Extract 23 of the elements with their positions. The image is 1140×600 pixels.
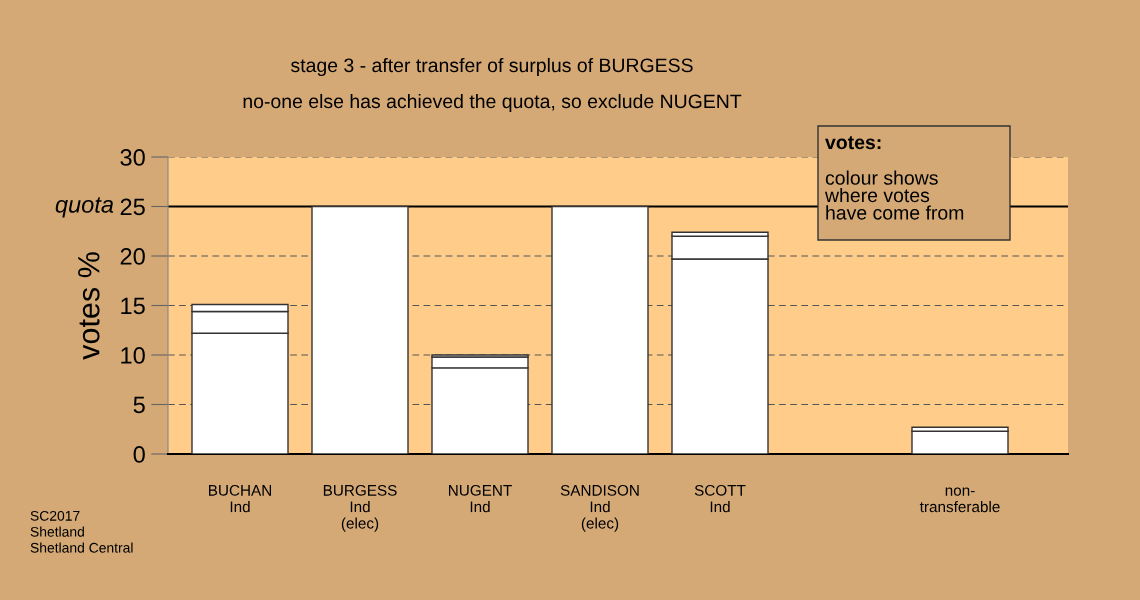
x-tick-label: BUCHAN Ind: [209, 484, 272, 513]
x-tick-label: SANDISON Ind (elec): [560, 484, 639, 532]
annotation: colour shows where votes have come from: [824, 170, 964, 220]
x-tick-label: non- transferable: [919, 487, 1000, 513]
x-tick-label: BURGESS Ind (elec): [323, 484, 397, 532]
bar: [551, 205, 649, 454]
y-axis-title: votes %: [78, 252, 100, 360]
chart-subtitle: no-one else has achieved the quota, so exclude NUGENT: [243, 93, 742, 113]
y-tick-label: 25: [120, 198, 145, 216]
x-tick-label: NUGENT Ind: [449, 484, 512, 513]
bar: [911, 430, 1009, 454]
text: SC2017 Shetland Shetland Central: [30, 510, 133, 553]
y-tick-label: 5: [133, 396, 145, 414]
ref-line-label: quota: [55, 197, 114, 218]
y-tick-label: 0: [133, 446, 145, 463]
y-tick-label: 10: [121, 347, 145, 364]
y-tick-label: 15: [121, 297, 145, 315]
chart-title: stage 3 - after transfer of surplus of BURGESS: [291, 57, 693, 77]
y-tick-label: 30: [120, 149, 145, 166]
x-tick-label: SCOTT Ind: [694, 484, 746, 513]
y-tick-label: 20: [120, 248, 145, 265]
bar: [311, 205, 409, 454]
text: votes:: [825, 136, 881, 150]
